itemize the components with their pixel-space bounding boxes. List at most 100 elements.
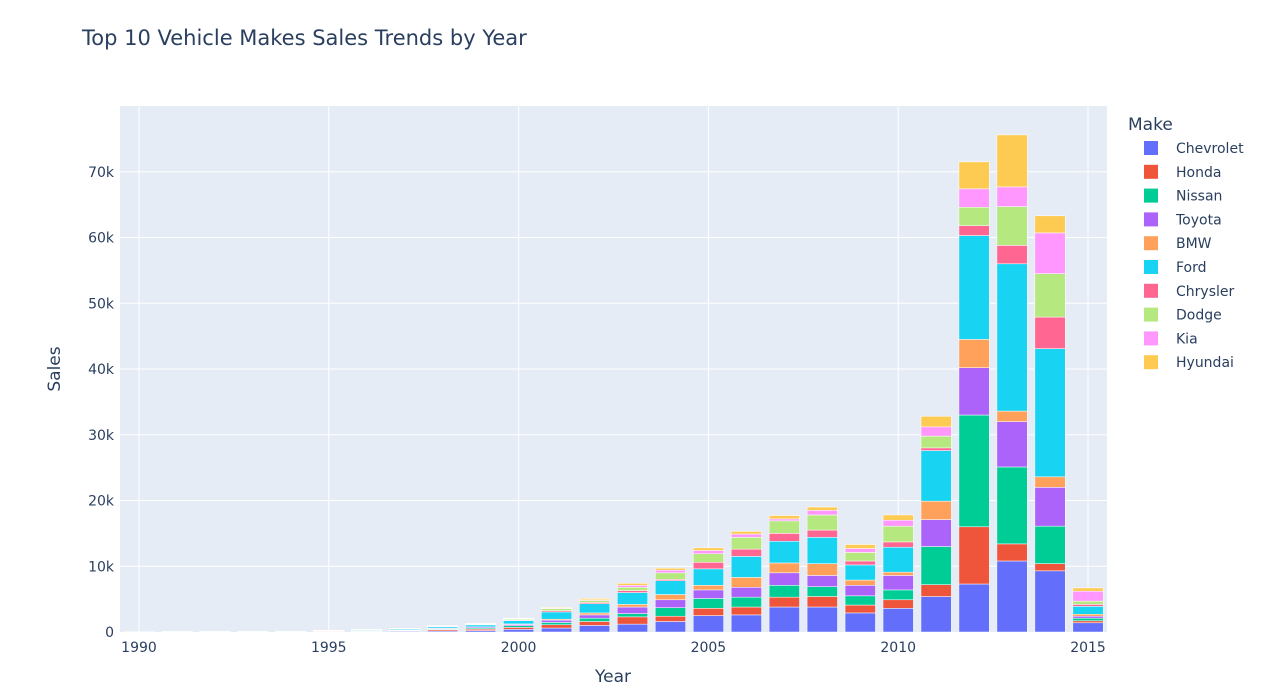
bar-segment[interactable]	[730, 587, 762, 598]
legend-label[interactable]: Hyundai	[1176, 355, 1234, 371]
bar-segment[interactable]	[1072, 587, 1104, 592]
bar-segment[interactable]	[1034, 563, 1066, 572]
bar-segment[interactable]	[1072, 613, 1104, 617]
bar-segment[interactable]	[1034, 232, 1066, 274]
bar-segment[interactable]	[655, 615, 686, 622]
bar-segment[interactable]	[882, 575, 914, 591]
legend-label[interactable]: Nissan	[1176, 189, 1222, 205]
bar-segment[interactable]	[503, 620, 535, 625]
bar-segment[interactable]	[541, 607, 572, 609]
legend-label[interactable]: Ford	[1176, 260, 1207, 276]
bar-segment[interactable]	[617, 604, 648, 608]
bar-segment[interactable]	[579, 621, 610, 626]
legend-swatch[interactable]	[1144, 283, 1158, 298]
bar-segment[interactable]	[579, 603, 610, 614]
legend-label[interactable]: Chevrolet	[1176, 141, 1244, 157]
bar-segment[interactable]	[768, 520, 800, 534]
bar-segment[interactable]	[692, 608, 724, 616]
legend-swatch[interactable]	[1144, 141, 1158, 155]
bar-segment[interactable]	[958, 188, 990, 208]
bar-segment[interactable]	[844, 612, 876, 633]
bar-segment[interactable]	[920, 596, 952, 633]
bar-segment[interactable]	[541, 608, 572, 611]
legend-label[interactable]: Chrysler	[1176, 284, 1234, 300]
bar-segment[interactable]	[1034, 487, 1066, 527]
bar-segment[interactable]	[730, 614, 762, 633]
bar-segment[interactable]	[617, 590, 648, 593]
bar-segment[interactable]	[958, 225, 990, 236]
legend-swatch[interactable]	[1144, 355, 1158, 370]
legend-swatch[interactable]	[1144, 164, 1158, 179]
bar-segment[interactable]	[1072, 615, 1104, 619]
bar-segment[interactable]	[503, 629, 535, 633]
bar-segment[interactable]	[730, 533, 762, 538]
bar-segment[interactable]	[692, 562, 724, 570]
bar-segment[interactable]	[768, 533, 800, 542]
bar-segment[interactable]	[882, 519, 914, 527]
bar-segment[interactable]	[920, 584, 952, 597]
bar-segment[interactable]	[806, 537, 838, 564]
bar-segment[interactable]	[1072, 620, 1104, 624]
bar-segment[interactable]	[465, 624, 497, 628]
bar-segment[interactable]	[617, 587, 648, 591]
bar-segment[interactable]	[996, 134, 1028, 188]
bar-segment[interactable]	[806, 529, 838, 538]
bar-segment[interactable]	[958, 339, 990, 368]
legend-swatch[interactable]	[1144, 236, 1158, 251]
bar-segment[interactable]	[617, 616, 648, 625]
bar-segment[interactable]	[1072, 590, 1104, 602]
legend-label[interactable]: Kia	[1176, 331, 1198, 347]
bar-segment[interactable]	[844, 544, 876, 549]
bar-segment[interactable]	[882, 589, 914, 601]
bar-segment[interactable]	[617, 613, 648, 618]
bar-segment[interactable]	[996, 421, 1028, 468]
bar-segment[interactable]	[768, 515, 800, 520]
legend-swatch[interactable]	[1144, 188, 1158, 203]
bar-segment[interactable]	[958, 235, 990, 340]
bar-segment[interactable]	[617, 623, 648, 633]
bar-segment[interactable]	[806, 586, 838, 597]
bar-segment[interactable]	[730, 596, 762, 608]
bar-segment[interactable]	[844, 548, 876, 553]
legend-swatch[interactable]	[1144, 331, 1158, 346]
bar-segment[interactable]	[920, 500, 952, 520]
bar-segment[interactable]	[958, 367, 990, 416]
bar-segment[interactable]	[996, 186, 1028, 207]
bar-segment[interactable]	[920, 546, 952, 585]
bar-segment[interactable]	[503, 627, 535, 630]
bar-segment[interactable]	[617, 592, 648, 605]
bar-segment[interactable]	[579, 600, 610, 603]
bar-segment[interactable]	[806, 563, 838, 576]
bar-segment[interactable]	[655, 569, 686, 574]
bar-segment[interactable]	[844, 585, 876, 597]
bar-segment[interactable]	[920, 435, 952, 449]
bar-segment[interactable]	[768, 596, 800, 608]
bar-segment[interactable]	[730, 548, 762, 557]
bar-segment[interactable]	[655, 599, 686, 608]
bar-segment[interactable]	[806, 506, 838, 511]
bar-segment[interactable]	[996, 263, 1028, 412]
bar-segment[interactable]	[844, 579, 876, 586]
bar-segment[interactable]	[806, 575, 838, 587]
bar-segment[interactable]	[882, 541, 914, 548]
bar-segment[interactable]	[617, 606, 648, 614]
bar-segment[interactable]	[730, 531, 762, 535]
bar-segment[interactable]	[692, 598, 724, 609]
bar-segment[interactable]	[579, 612, 610, 616]
bar-segment[interactable]	[882, 525, 914, 543]
bar-segment[interactable]	[579, 617, 610, 622]
bar-segment[interactable]	[844, 595, 876, 606]
bar-segment[interactable]	[541, 624, 572, 629]
bar-segment[interactable]	[692, 589, 724, 599]
bar-segment[interactable]	[730, 577, 762, 588]
bar-segment[interactable]	[882, 514, 914, 521]
bar-segment[interactable]	[655, 580, 686, 595]
bar-segment[interactable]	[920, 447, 952, 451]
bar-segment[interactable]	[920, 426, 952, 437]
bar-segment[interactable]	[541, 627, 572, 633]
bar-segment[interactable]	[958, 526, 990, 585]
bar-segment[interactable]	[806, 514, 838, 531]
bar-segment[interactable]	[844, 560, 876, 566]
bar-segment[interactable]	[958, 414, 990, 528]
bar-segment[interactable]	[692, 615, 724, 633]
